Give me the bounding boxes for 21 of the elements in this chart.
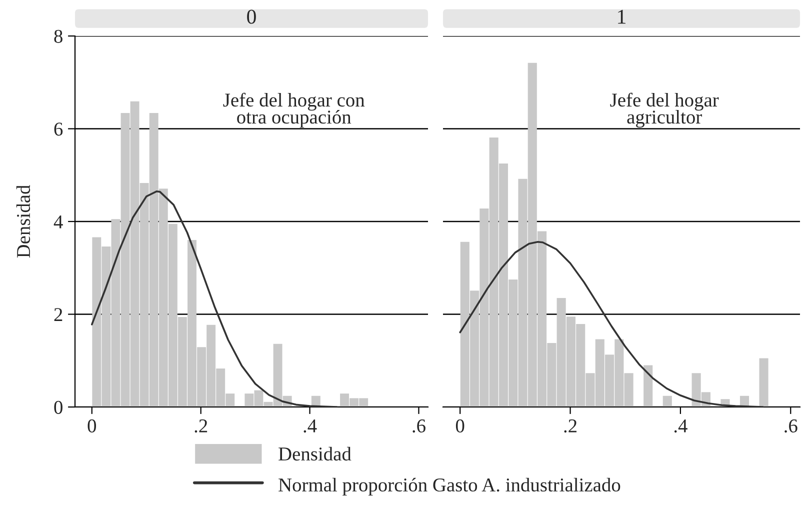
x-tick-label: .2 — [194, 419, 208, 433]
line-series — [90, 190, 338, 407]
x-tick-label: .6 — [412, 419, 426, 433]
y-tick-label: 2 — [54, 308, 62, 321]
x-tick-label: 0 — [88, 419, 96, 432]
y-tick-label: 8 — [54, 30, 62, 43]
y-tick-label: 6 — [54, 122, 63, 136]
legend-label: Normal proporción Gasto A. industrializado — [278, 478, 620, 496]
x-tick-label: .4 — [674, 420, 688, 433]
x-tick-label: 0 — [456, 419, 464, 432]
chart-title: 0 — [247, 10, 256, 24]
y-tick-label: 4 — [54, 215, 63, 228]
x-tick-label: .4 — [304, 420, 317, 433]
x-tick-label: .6 — [784, 419, 798, 433]
annotation: Jefe del hogar agricultor — [610, 92, 719, 128]
y-axis-title: Densidad — [16, 185, 30, 258]
chart-title: 1 — [618, 10, 626, 24]
legend-label: Densidad — [278, 446, 352, 461]
y-tick-label: 0 — [54, 400, 62, 414]
x-tick-label: .2 — [564, 419, 576, 433]
annotation: Jefe del hogar con otra ocupación — [223, 92, 365, 128]
